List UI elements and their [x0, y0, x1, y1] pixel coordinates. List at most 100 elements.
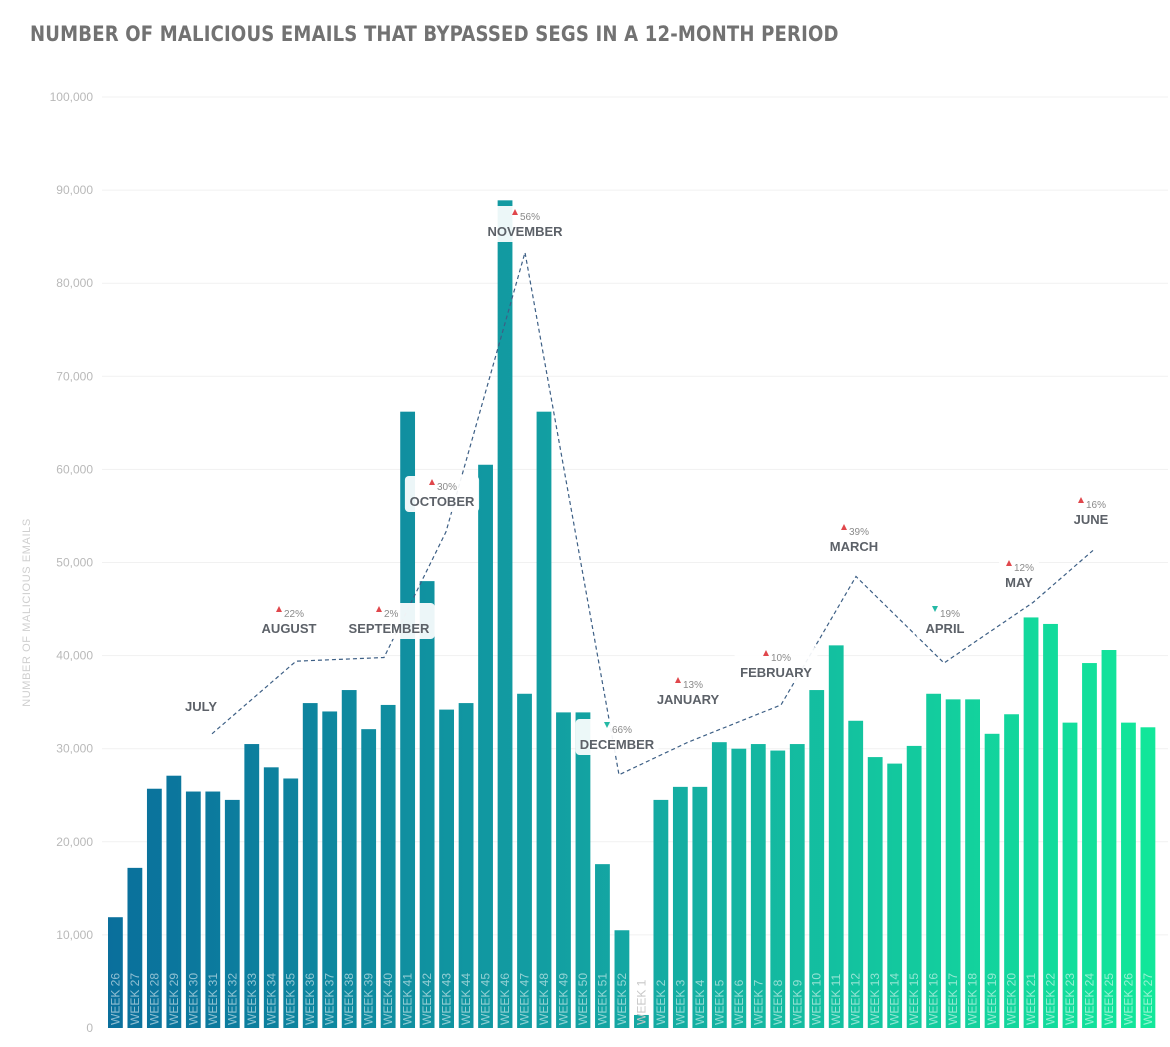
x-tick-label: WEEK 31 [206, 973, 220, 1025]
x-tick-label: WEEK 27 [1141, 973, 1155, 1025]
month-name: MAY [1005, 575, 1033, 590]
month-change: 13% [683, 680, 703, 691]
arrow-up-icon [1006, 560, 1012, 566]
month-name: DECEMBER [580, 737, 655, 752]
x-tick-label: WEEK 36 [303, 973, 317, 1025]
bar [263, 767, 279, 1028]
x-tick-label: WEEK 28 [147, 973, 161, 1025]
y-tick-label: 90,000 [56, 183, 93, 197]
x-tick-label: WEEK 7 [751, 979, 765, 1025]
month-name: FEBRUARY [740, 665, 812, 680]
arrow-up-icon [376, 606, 382, 612]
x-tick-label: WEEK 50 [576, 973, 590, 1025]
bar [848, 720, 864, 1028]
month-label: 12%MAY [999, 557, 1039, 593]
month-label: JULY [176, 691, 226, 717]
x-tick-label: WEEK 26 [108, 973, 122, 1025]
x-tick-label: WEEK 41 [401, 973, 415, 1025]
bar [439, 709, 454, 1028]
month-label: 2%SEPTEMBER [343, 603, 435, 639]
bar [711, 742, 727, 1028]
x-tick-label: WEEK 8 [771, 979, 785, 1025]
x-tick-label: WEEK 52 [615, 973, 629, 1025]
bar [556, 712, 571, 1028]
month-name: JANUARY [657, 692, 720, 707]
month-label: 22%AUGUST [256, 603, 322, 639]
month-label: 56%NOVEMBER [483, 206, 567, 242]
bar [166, 775, 182, 1028]
x-tick-label: WEEK 51 [595, 973, 609, 1025]
trend-line [211, 252, 1094, 776]
bar [536, 411, 552, 1028]
x-tick-label: WEEK 12 [849, 973, 863, 1025]
bar [789, 744, 805, 1028]
month-label: 66%DECEMBER [575, 719, 659, 755]
bar [146, 788, 162, 1028]
bar [575, 712, 591, 1028]
bar [965, 699, 980, 1028]
bar [341, 690, 357, 1028]
x-tick-label: WEEK 14 [888, 973, 902, 1025]
x-tick-label: WEEK 4 [693, 979, 707, 1025]
y-tick-label: 10,000 [56, 928, 93, 942]
month-change: 2% [384, 609, 399, 620]
x-tick-label: WEEK 20 [1005, 973, 1019, 1025]
month-change: 56% [520, 212, 540, 223]
month-label: 39%MARCH [825, 521, 883, 557]
x-tick-label: WEEK 22 [1044, 973, 1058, 1025]
y-tick-label: 100,000 [50, 90, 94, 104]
x-tick-label: WEEK 26 [1121, 973, 1135, 1025]
x-tick-label: WEEK 38 [342, 973, 356, 1025]
bar [302, 703, 318, 1028]
bar [244, 744, 260, 1028]
x-tick-label: WEEK 17 [946, 973, 960, 1025]
x-tick-label: WEEK 18 [966, 973, 980, 1025]
month-name: JULY [185, 699, 217, 714]
x-tick-label: WEEK 47 [518, 973, 532, 1025]
bar [887, 763, 903, 1028]
bar [672, 786, 688, 1028]
bar [1004, 714, 1019, 1028]
month-label: 10%FEBRUARY [734, 647, 818, 683]
x-tick-label: WEEK 24 [1082, 973, 1096, 1025]
month-label: 30%OCTOBER [404, 476, 480, 512]
bar [926, 693, 942, 1028]
bar [634, 1014, 649, 1028]
x-tick-label: WEEK 11 [829, 974, 843, 1025]
arrow-up-icon [1078, 497, 1084, 503]
x-tick-label: WEEK 19 [985, 973, 999, 1025]
bar [1140, 727, 1156, 1028]
y-tick-label: 50,000 [56, 556, 93, 570]
x-tick-labels: WEEK 26 WEEK 27 WEEK 28 WEEK 29 WEEK 30 WEEK … [108, 973, 1155, 1025]
label-box [825, 521, 883, 557]
arrow-up-icon [276, 606, 282, 612]
y-tick-label: 30,000 [56, 742, 93, 756]
bar [380, 704, 396, 1028]
x-tick-label: WEEK 33 [245, 973, 259, 1025]
arrow-down-icon [604, 722, 610, 728]
x-tick-label: WEEK 3 [673, 979, 687, 1025]
bar [205, 791, 221, 1028]
bar [361, 729, 377, 1028]
x-tick-label: WEEK 44 [459, 973, 473, 1025]
chart-title: NUMBER OF MALICIOUS EMAILS THAT BYPASSED… [30, 22, 839, 46]
bar [458, 703, 474, 1028]
arrow-up-icon [841, 524, 847, 530]
bar [283, 778, 299, 1028]
bar [127, 867, 143, 1028]
label-box [650, 674, 726, 710]
y-tick-label: 70,000 [56, 369, 93, 383]
x-tick-label: WEEK 21 [1024, 973, 1038, 1025]
label-box [256, 603, 322, 639]
x-tick-label: WEEK 23 [1063, 973, 1077, 1025]
month-change: 66% [612, 725, 632, 736]
label-box [483, 206, 567, 242]
label-box [404, 476, 480, 512]
arrow-down-icon [932, 606, 938, 612]
bar [692, 786, 708, 1028]
x-tick-label: WEEK 27 [128, 973, 142, 1025]
bar [1121, 722, 1136, 1028]
bar [108, 917, 123, 1028]
month-change: 10% [771, 653, 791, 664]
x-tick-label: WEEK 2 [654, 979, 668, 1025]
